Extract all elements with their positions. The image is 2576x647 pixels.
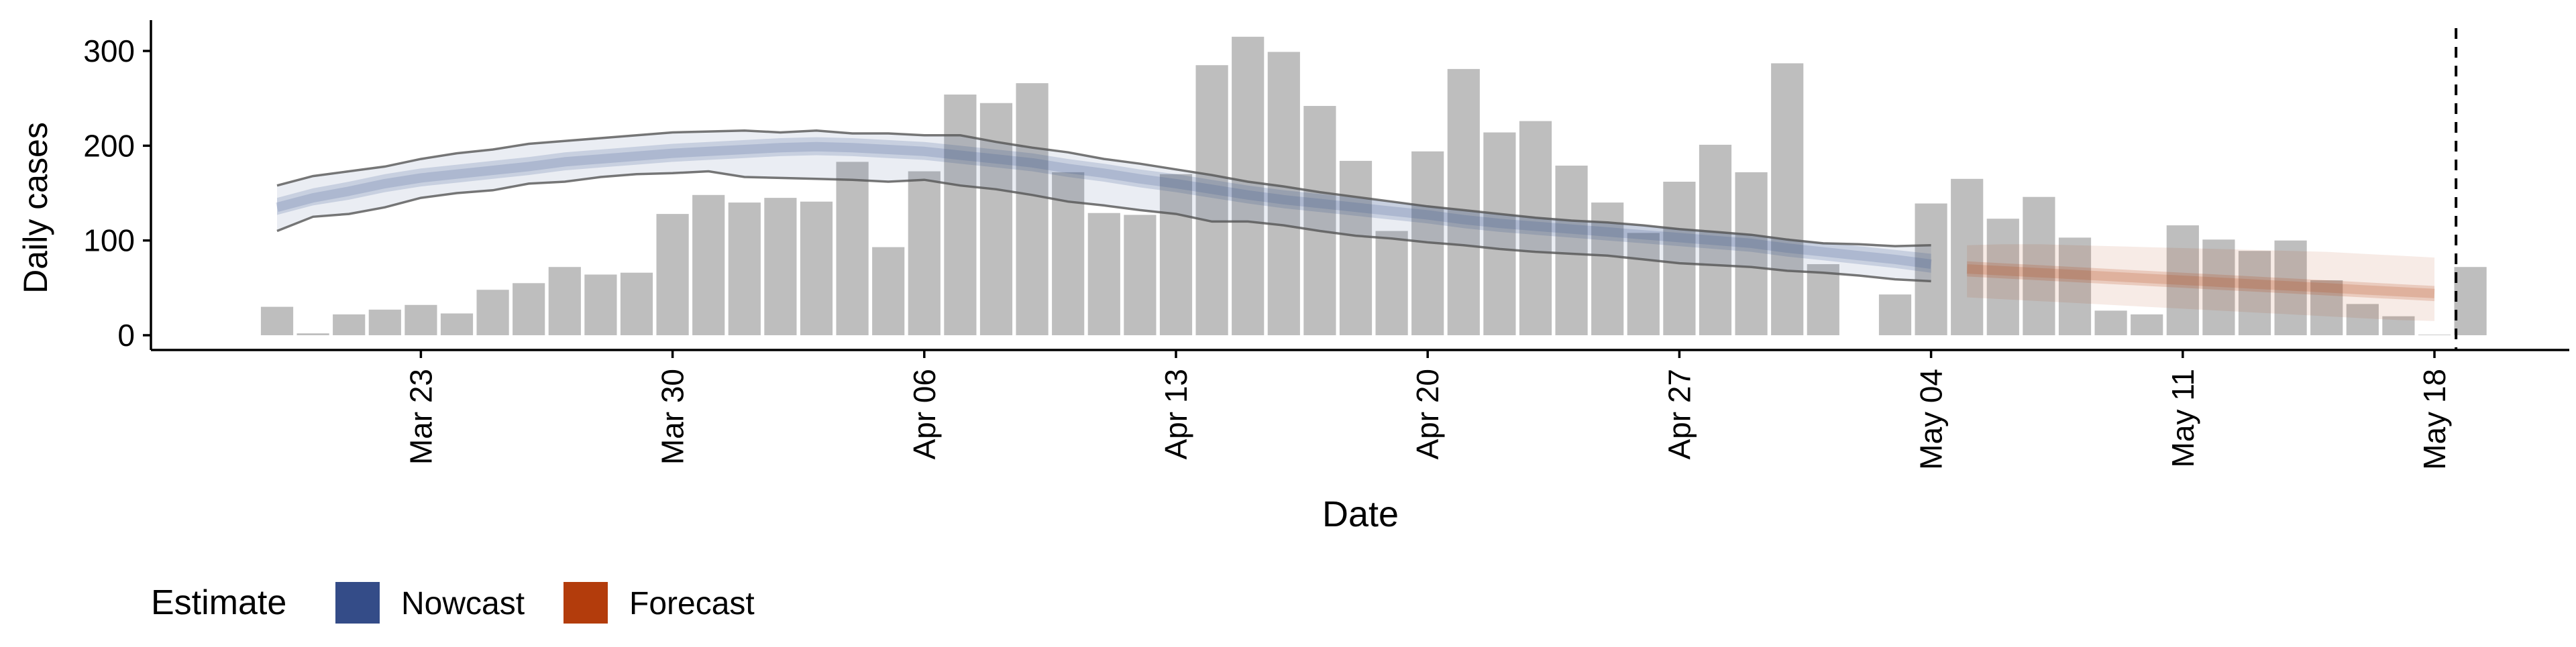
x-tick-label: Mar 30 [655, 369, 690, 465]
y-tick-label: 0 [117, 318, 135, 353]
nowcast-upper-line [276, 129, 1931, 247]
bar [836, 162, 869, 335]
bar [944, 95, 977, 335]
bar [2166, 225, 2199, 335]
bar [2238, 251, 2271, 335]
axes-layer: 0 100 200 300 Mar 23 Mar 30 Apr 06 Apr 13 Apr 20… [83, 20, 2569, 470]
bar [2202, 239, 2235, 335]
nowcast-band-50 [277, 137, 1931, 273]
bar [692, 194, 725, 335]
forecast-band-90 [1967, 244, 2434, 321]
bar [476, 290, 509, 335]
bar [2310, 280, 2343, 335]
x-tick-label: May 11 [2165, 369, 2200, 467]
bar [1986, 219, 2019, 335]
y-axis-label: Daily cases [17, 122, 54, 294]
forecast-band-50 [1967, 261, 2434, 302]
bar [2023, 196, 2055, 335]
bar [800, 201, 833, 335]
bar [1519, 121, 1552, 335]
bar [297, 333, 329, 335]
bar [1878, 294, 1912, 335]
bar [1232, 36, 1265, 336]
bar [728, 202, 761, 335]
bar [2454, 267, 2487, 335]
legend-label-forecast: Forecast [629, 586, 755, 622]
forecast-median-line [1966, 264, 2435, 298]
nowcast-band-90 [277, 130, 1931, 282]
bar [1447, 68, 1480, 336]
x-tick-label: Apr 20 [1410, 369, 1445, 460]
bar [513, 283, 545, 335]
bar [368, 309, 401, 335]
x-tick-label: May 04 [1914, 369, 1949, 470]
bar [1339, 160, 1373, 335]
bar [1951, 178, 1984, 335]
bar [1159, 174, 1193, 335]
bar [1087, 213, 1120, 335]
bar [2058, 237, 2092, 335]
x-tick-label: Mar 23 [403, 369, 438, 465]
bar [908, 171, 941, 335]
bar [2382, 316, 2415, 335]
bar [584, 274, 617, 335]
bar [1195, 65, 1228, 335]
bar [260, 306, 294, 335]
x-axis-label: Date [1322, 494, 1399, 534]
bar [1124, 215, 1157, 335]
bar [1627, 233, 1660, 335]
x-tick-label: May 18 [2417, 369, 2452, 470]
x-tick-label: Apr 13 [1159, 369, 1193, 460]
bar [1303, 106, 1336, 335]
y-tick-label: 300 [83, 34, 135, 68]
bar [1771, 63, 1804, 336]
nowcast-lower-line [276, 170, 1931, 283]
bar [2346, 304, 2379, 335]
bar [656, 214, 689, 335]
bar [1016, 83, 1049, 335]
bar [1267, 52, 1300, 336]
bar [2131, 314, 2163, 335]
bar [1591, 202, 1624, 335]
bar [2094, 310, 2127, 335]
bar [1915, 203, 1947, 335]
bar [548, 267, 581, 335]
bar [872, 247, 905, 335]
bar [2274, 240, 2307, 335]
nowcast-median-line [276, 141, 1932, 269]
legend-swatch-nowcast [335, 582, 380, 624]
bar [1555, 166, 1588, 335]
bar [1735, 172, 1768, 335]
bar [1375, 231, 1408, 335]
bar [1483, 132, 1516, 335]
y-tick-label: 100 [83, 223, 135, 258]
legend-label-nowcast: Nowcast [401, 586, 525, 622]
bar [333, 314, 366, 335]
bar [620, 272, 653, 335]
bands-layer [276, 130, 2435, 321]
x-tick-label: Apr 06 [907, 369, 942, 460]
bar [1699, 144, 1732, 335]
bar [979, 103, 1013, 335]
bar [405, 304, 437, 335]
bar [440, 313, 474, 335]
legend-title: Estimate [151, 583, 286, 622]
x-tick-label: Apr 27 [1662, 369, 1697, 460]
bar [1807, 264, 1839, 335]
legend-swatch-forecast [564, 582, 608, 624]
legend: Estimate Nowcast Forecast [151, 582, 755, 624]
bar [764, 198, 797, 335]
y-tick-label: 200 [83, 128, 135, 163]
bars-layer [260, 36, 2487, 336]
lines-layer [276, 28, 2458, 350]
bar [1663, 182, 1696, 335]
